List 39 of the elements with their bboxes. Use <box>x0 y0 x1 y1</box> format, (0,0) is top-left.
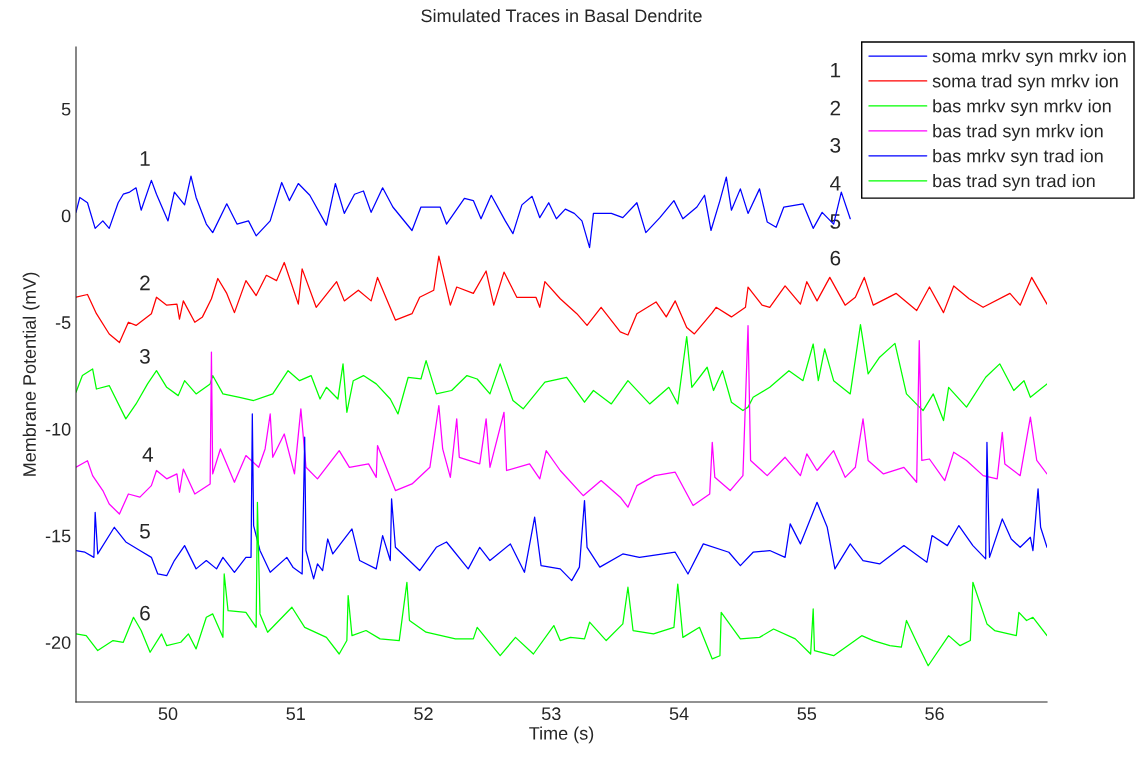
annotation: 4 <box>830 176 841 191</box>
y-tick-label: -10 <box>45 422 71 436</box>
x-tick-label: 52 <box>414 707 433 721</box>
annotation: 1 <box>831 62 841 78</box>
y-axis-title: Membrane Potential (mV) <box>22 272 40 476</box>
annotation: 2 <box>830 100 841 116</box>
annotation: 3 <box>139 348 150 364</box>
legend-label: bas mrkv syn trad ion <box>933 149 1103 166</box>
annotation: 3 <box>830 138 841 153</box>
annotation: 6 <box>830 250 841 266</box>
line-series <box>76 323 1047 422</box>
y-tick-label: -5 <box>55 316 71 329</box>
x-axis-title: Time (s) <box>529 726 594 744</box>
legend-label: bas trad syn trad ion <box>933 174 1095 191</box>
annotation: 6 <box>140 605 150 621</box>
y-tick-label: -15 <box>45 529 71 543</box>
x-tick-label: 56 <box>925 707 944 721</box>
line-series <box>76 501 1047 667</box>
line-series <box>76 175 851 249</box>
x-tick-label: 53 <box>541 707 561 721</box>
legend-label: soma trad syn mrkv ion <box>932 74 1118 92</box>
annotation: 2 <box>140 275 150 291</box>
chart-title: Simulated Traces in Basal Dendrite <box>421 8 702 23</box>
annotation: 5 <box>830 214 841 229</box>
y-tick-label: 5 <box>61 102 71 116</box>
annotation: 1 <box>140 151 150 166</box>
legend-label: bas trad syn mrkv ion <box>933 124 1103 141</box>
legend-label: bas mrkv syn mrkv ion <box>933 99 1111 116</box>
x-tick-label: 51 <box>286 707 305 721</box>
x-tick-label: 55 <box>797 707 817 721</box>
annotation: 5 <box>139 524 150 539</box>
line-series <box>76 413 1047 582</box>
annotation: 4 <box>142 447 154 462</box>
y-tick-label: -20 <box>45 636 71 649</box>
x-tick-label: 54 <box>669 707 689 721</box>
y-tick-label: 0 <box>61 209 71 223</box>
x-tick-label: 50 <box>158 707 178 721</box>
line-series <box>76 325 1047 515</box>
legend-label: soma mrkv syn mrkv ion <box>932 49 1126 67</box>
